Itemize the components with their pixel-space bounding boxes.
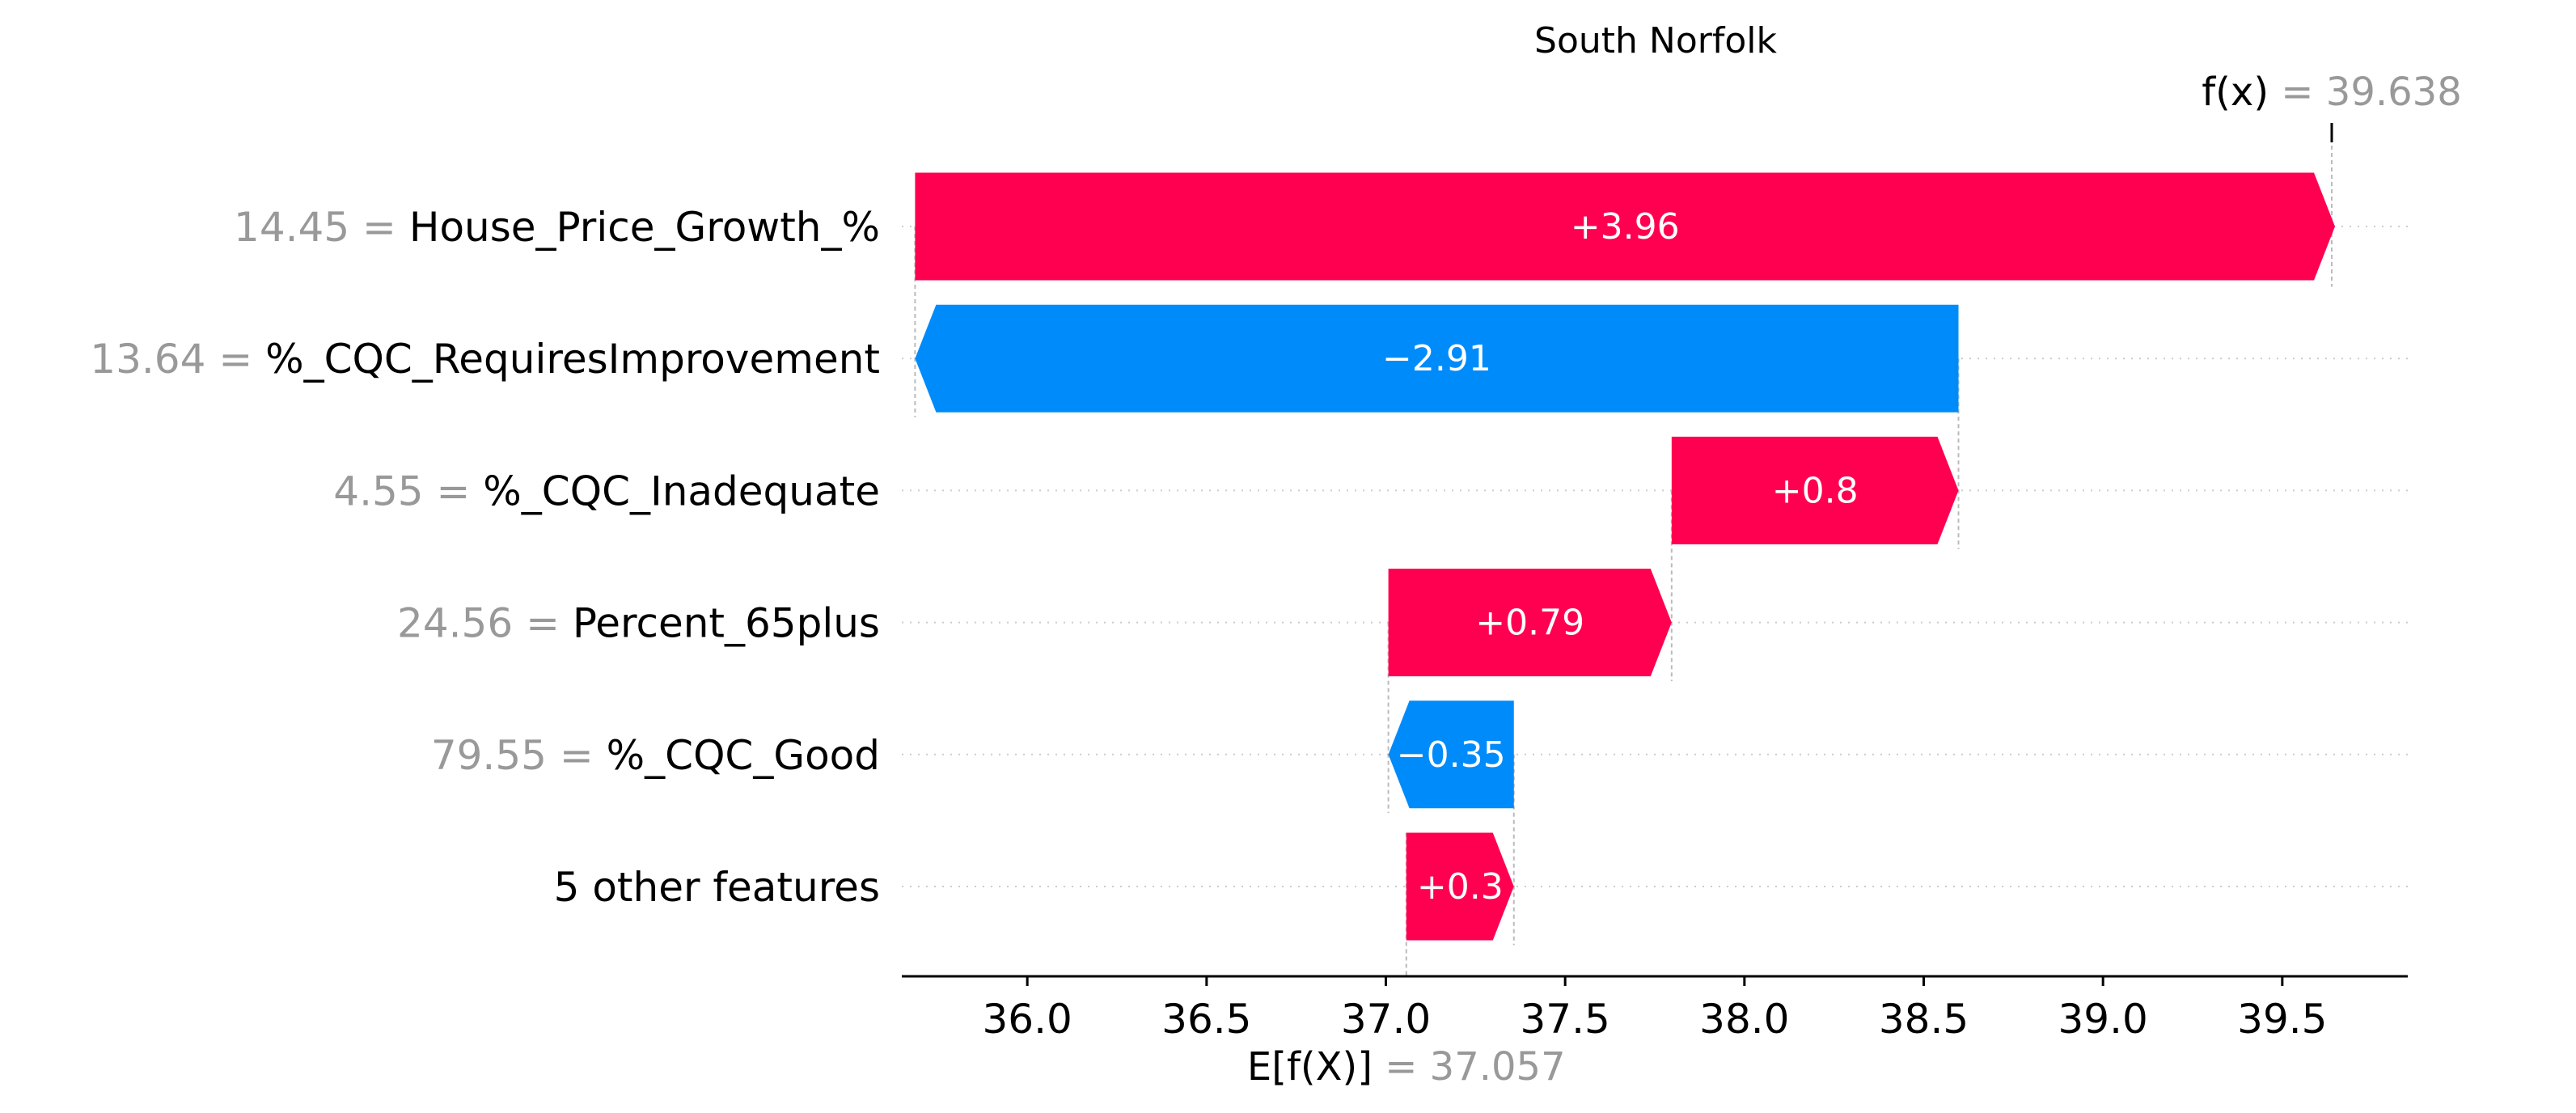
output-value-number: = 39.638 — [2281, 70, 2461, 115]
feature-name: %_CQC_Good — [607, 732, 880, 779]
feature-label: 14.45 = House_Price_Growth_% — [234, 204, 880, 251]
base-value-number: = 37.057 — [1385, 1044, 1565, 1090]
positive-bar — [1671, 436, 1959, 544]
feature-value: 14.45 = — [234, 204, 409, 251]
feature-label: 24.56 = Percent_65plus — [397, 600, 880, 647]
bar-value-label: +0.8 — [1772, 470, 1859, 511]
negative-bar — [1388, 700, 1514, 809]
bar-value-label: +3.96 — [1571, 206, 1680, 248]
x-tick-label: 39.0 — [2058, 996, 2148, 1043]
x-tick-label: 37.0 — [1341, 996, 1431, 1043]
x-tick-label: 38.5 — [1879, 996, 1969, 1043]
feature-name: Percent_65plus — [573, 600, 880, 647]
bar-value-label: +0.3 — [1417, 866, 1504, 908]
feature-name: 5 other features — [554, 864, 880, 911]
output-value-annotation: f(x) = 39.638 — [2202, 70, 2461, 115]
negative-bar — [915, 304, 1959, 413]
bar-value-label: +0.79 — [1475, 603, 1584, 644]
x-axis: 36.0 36.5 37.0 37.5 38.0 38.5 39.0 39.5 E[f(X)] … — [902, 70, 2462, 1090]
feature-labels: 14.45 = House_Price_Growth_% 13.64 = %_CQ… — [90, 204, 880, 911]
x-tick-label: 38.0 — [1699, 996, 1789, 1043]
feature-name: %_CQC_Inadequate — [483, 468, 880, 514]
bar-value-label: −2.91 — [1382, 338, 1491, 379]
output-value-label: f(x) — [2202, 70, 2281, 115]
feature-label: 13.64 = %_CQC_RequiresImprovement — [90, 336, 880, 383]
x-tick-label: 36.5 — [1161, 996, 1251, 1043]
feature-label: 4.55 = %_CQC_Inadequate — [333, 468, 880, 514]
positive-bar — [915, 172, 2336, 281]
positive-bar — [1406, 832, 1514, 941]
feature-label: 5 other features — [554, 864, 880, 911]
bars: +3.96 −2.91 +0.8 +0.79 −0.35 +0.3 — [915, 172, 2336, 941]
feature-label: 79.55 = %_CQC_Good — [431, 732, 880, 779]
chart-title: South Norfolk — [1534, 20, 1777, 61]
feature-value: 13.64 = — [90, 336, 265, 383]
feature-name: %_CQC_RequiresImprovement — [265, 336, 880, 383]
x-tick-label: 37.5 — [1521, 996, 1610, 1043]
x-tick-label: 39.5 — [2237, 996, 2327, 1043]
feature-value: 79.55 = — [431, 732, 607, 779]
feature-value: 24.56 = — [397, 600, 573, 647]
base-value-label: E[f(X)] — [1247, 1044, 1385, 1090]
feature-value: 4.55 = — [333, 468, 483, 514]
bar-value-label: −0.35 — [1397, 734, 1506, 776]
feature-name: House_Price_Growth_% — [409, 204, 880, 251]
base-value-annotation: E[f(X)] = 37.057 — [1247, 1044, 1566, 1090]
x-tick-label: 36.0 — [983, 996, 1072, 1043]
positive-bar — [1388, 569, 1672, 677]
